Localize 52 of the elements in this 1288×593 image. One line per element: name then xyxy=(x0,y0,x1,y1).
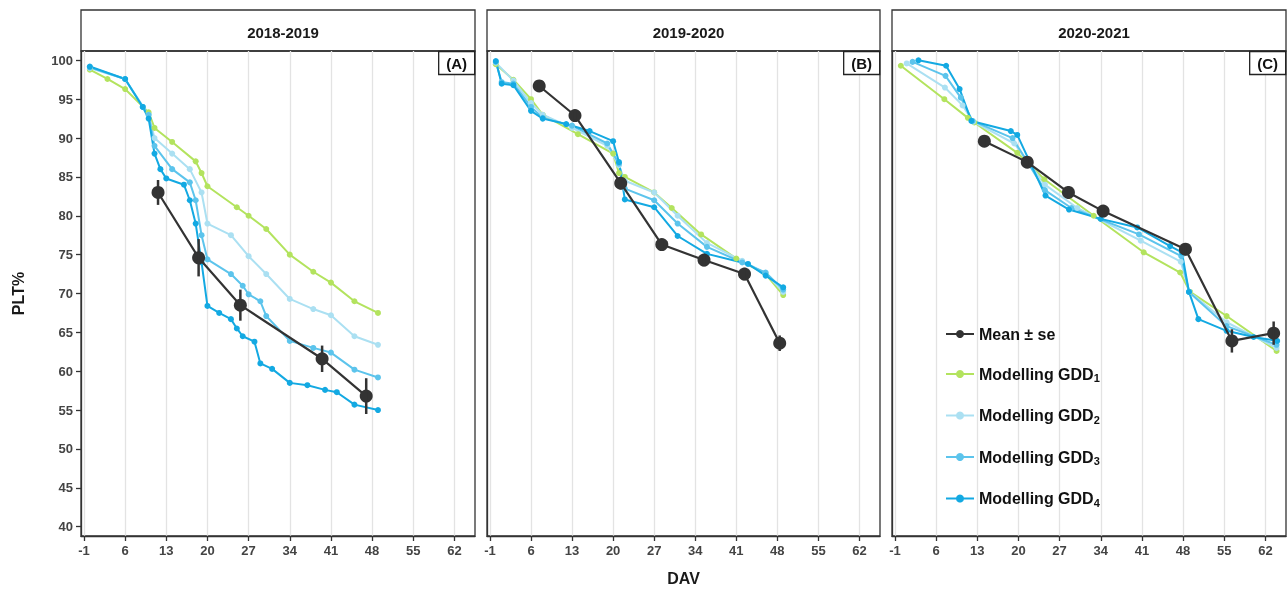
x-tick-label: 48 xyxy=(364,543,380,558)
x-tick-label: 62 xyxy=(852,543,867,558)
x-tick-label: 13 xyxy=(564,543,580,558)
y-tick-label: 95 xyxy=(58,91,73,107)
y-tick-label: 70 xyxy=(58,286,73,301)
chart-title: 2020-2021 xyxy=(1058,24,1130,41)
x-tick-label: 48 xyxy=(1175,543,1191,558)
y-tick-label: 45 xyxy=(58,480,73,496)
y-tick-label: 65 xyxy=(58,324,73,340)
x-tick-label: 34 xyxy=(688,543,704,558)
x-tick-label: 27 xyxy=(646,543,662,558)
y-tick-label: 60 xyxy=(58,363,73,379)
chart-title: 2019-2020 xyxy=(652,24,725,41)
x-tick-label: 6 xyxy=(527,543,535,558)
y-tick-label: 90 xyxy=(58,130,73,146)
x-tick-label: 20 xyxy=(1011,543,1026,558)
x-tick-label: 48 xyxy=(770,543,785,558)
y-axis-title: PLT% xyxy=(9,271,27,316)
x-tick-label: 41 xyxy=(1134,543,1150,558)
x-tick-label: 6 xyxy=(932,543,940,558)
x-tick-label: 27 xyxy=(1052,543,1067,558)
x-tick-label: -1 xyxy=(78,543,90,558)
y-tick-label: 50 xyxy=(58,441,73,457)
annotation: (A) xyxy=(446,55,468,72)
x-tick-label: 34 xyxy=(282,543,298,558)
x-tick-label: -1 xyxy=(889,543,901,558)
x-tick-label: 55 xyxy=(1217,543,1232,558)
chart-title: 2018-2019 xyxy=(247,24,319,41)
x-axis-title: DAV xyxy=(667,569,701,587)
x-tick-label: 20 xyxy=(200,543,215,558)
x-tick-label: 41 xyxy=(323,543,339,558)
x-tick-label: 62 xyxy=(447,543,462,558)
annotation: (C) xyxy=(1257,55,1279,72)
x-tick-label: 41 xyxy=(729,543,744,558)
y-tick-label: 55 xyxy=(58,402,73,418)
y-tick-label: 85 xyxy=(58,169,73,185)
y-tick-label: 100 xyxy=(51,52,73,68)
x-tick-label: 20 xyxy=(605,543,621,558)
x-tick-label: -1 xyxy=(484,543,496,558)
legend-label: Mean ± se xyxy=(979,325,1056,343)
x-tick-label: 55 xyxy=(406,543,421,558)
x-tick-label: 13 xyxy=(970,543,985,558)
x-tick-label: 62 xyxy=(1258,543,1273,558)
y-tick-label: 40 xyxy=(58,519,73,535)
y-tick-label: 80 xyxy=(58,208,73,224)
x-tick-label: 55 xyxy=(811,543,826,558)
annotation: (B) xyxy=(851,55,873,72)
x-tick-label: 34 xyxy=(1093,543,1109,558)
x-tick-label: 13 xyxy=(159,543,174,558)
x-tick-label: 6 xyxy=(121,543,129,558)
y-tick-label: 75 xyxy=(58,247,73,263)
x-tick-label: 27 xyxy=(241,543,256,558)
